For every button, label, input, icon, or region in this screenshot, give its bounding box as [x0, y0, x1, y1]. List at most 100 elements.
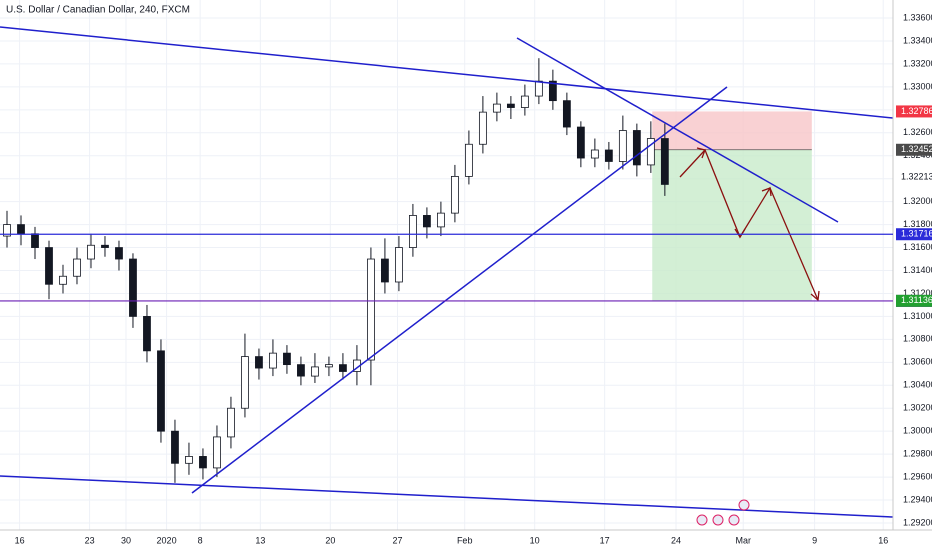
candle-body [534, 80, 543, 97]
x-tick-label: Feb [457, 535, 473, 545]
y-tick-label: 1.29400 [903, 494, 932, 504]
x-tick-label: 30 [121, 535, 131, 545]
price-label: 1.32213 [901, 172, 932, 182]
arrow-head [761, 187, 772, 197]
price-label: 1.32452 [901, 144, 932, 154]
candle-body [129, 258, 137, 317]
candle-body [115, 247, 123, 260]
candle-body [157, 350, 165, 432]
candle-body [255, 356, 263, 369]
candle-body [199, 456, 207, 469]
y-tick-label: 1.33600 [903, 12, 932, 22]
y-tick-label: 1.31000 [903, 311, 932, 321]
y-tick-label: 1.32000 [903, 196, 932, 206]
y-tick-label: 1.29200 [903, 517, 932, 527]
x-tick-label: 2020 [157, 535, 177, 545]
arrow-head [696, 147, 706, 159]
candle-body [101, 244, 109, 248]
price-label-bg [896, 105, 932, 118]
candle-body [45, 247, 53, 285]
candle-body [423, 215, 431, 228]
y-tick-label: 1.31200 [903, 288, 932, 298]
y-tick-label: 1.30200 [903, 403, 932, 413]
x-tick-label: 16 [878, 535, 888, 545]
event-icon [738, 499, 750, 511]
event-icons [696, 499, 750, 526]
chart-title: U.S. Dollar / Canadian Dollar, 240, FXCM [6, 5, 190, 16]
candle-body [632, 130, 641, 166]
candle-body [227, 407, 235, 438]
x-tick-label: 16 [15, 535, 25, 545]
candle-body [325, 364, 333, 368]
candle-body [604, 149, 613, 162]
arrow-head [734, 228, 746, 239]
position-box [652, 111, 812, 301]
candle-body [143, 316, 151, 352]
y-tick-label: 1.33400 [903, 35, 932, 45]
x-tick-label: 17 [600, 535, 610, 545]
candle-body [283, 352, 291, 366]
x-tick-label: 8 [198, 535, 203, 545]
candle-body [618, 130, 627, 162]
candles [3, 58, 669, 483]
y-tick-label: 1.31800 [903, 219, 932, 229]
candle-body [450, 175, 459, 214]
candle-body [171, 430, 179, 464]
y-tick-label: 1.32600 [903, 127, 932, 137]
trend-line [191, 86, 728, 494]
candle-body [548, 80, 557, 102]
candle-body [520, 95, 529, 108]
x-tick-label: 24 [671, 535, 681, 545]
x-tick-label: 13 [255, 535, 265, 545]
price-label: 1.31136 [901, 295, 932, 305]
candle-body [437, 212, 445, 228]
price-label: 1.32786 [901, 106, 932, 116]
y-tick-label: 1.30400 [903, 380, 932, 390]
price-label-bg [896, 143, 932, 156]
x-tick-label: 9 [812, 535, 817, 545]
candle-body [59, 275, 67, 285]
event-icon [712, 514, 724, 526]
candle-body [269, 352, 277, 369]
price-label: 1.31716 [901, 229, 932, 239]
x-tick-label: 27 [393, 535, 403, 545]
candle-body [395, 247, 403, 283]
candle-body [409, 215, 417, 248]
y-tick-label: 1.29600 [903, 471, 932, 481]
candle-body [297, 364, 305, 377]
candle-body [241, 356, 249, 409]
candle-body [73, 258, 81, 277]
price-label-bg [896, 294, 932, 307]
trend-line [0, 26, 894, 119]
x-tick-label: Mar [735, 535, 751, 545]
x-tick-label: 10 [530, 535, 540, 545]
candle-body [646, 138, 655, 166]
candle-body [492, 103, 501, 113]
candle-body [381, 258, 389, 283]
axes: 1.29200 1.29400 1.29600 1.29800 1.30000 1.302… [0, 12, 932, 545]
candle-body [213, 436, 221, 469]
candle-body [311, 366, 319, 377]
y-tick-label: 1.30800 [903, 334, 932, 344]
candle-body [660, 138, 669, 185]
y-tick-label: 1.33000 [903, 81, 932, 91]
candle-body [562, 100, 571, 128]
candle-body [506, 103, 515, 108]
y-tick-label: 1.30600 [903, 357, 932, 367]
candle-body [339, 364, 347, 372]
y-tick-label: 1.31600 [903, 242, 932, 252]
candle-body [464, 143, 473, 177]
candle-body [31, 233, 39, 248]
event-icon [728, 514, 740, 526]
candle-body [576, 126, 585, 159]
y-tick-label: 1.30000 [903, 426, 932, 436]
y-tick-label: 1.31400 [903, 265, 932, 275]
projection-arrows [679, 147, 820, 302]
candle-body [367, 258, 375, 361]
x-tick-label: 20 [325, 535, 335, 545]
candle-body [87, 244, 95, 260]
candle-body [17, 224, 25, 235]
candle-body [3, 224, 11, 237]
price-axis-bg [893, 0, 932, 550]
